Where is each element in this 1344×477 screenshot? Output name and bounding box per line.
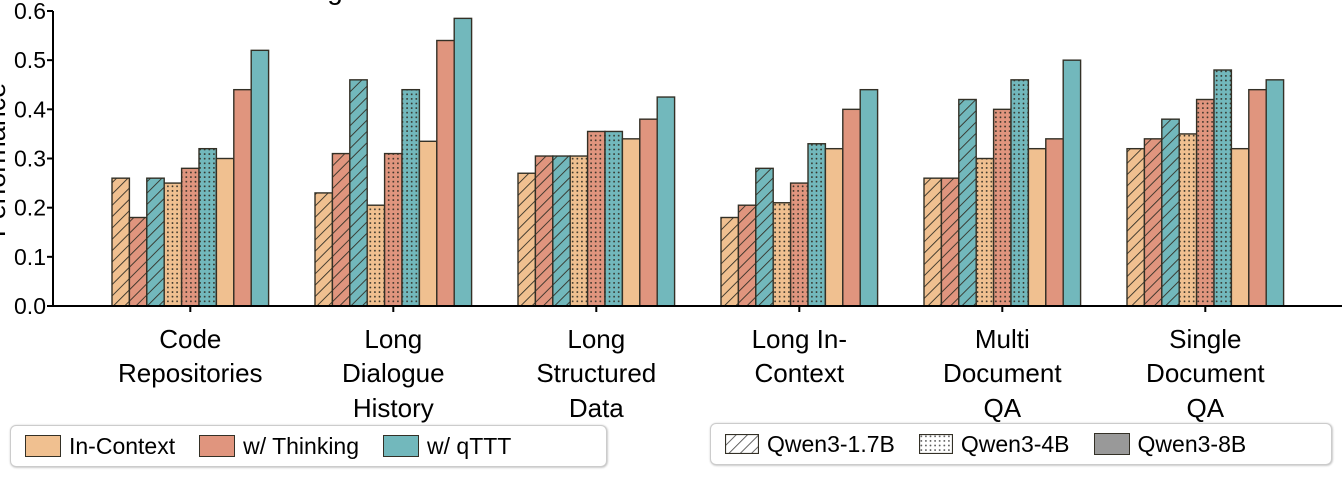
- svg-text:0.5: 0.5: [14, 47, 46, 73]
- svg-text:0.0: 0.0: [14, 293, 46, 319]
- svg-text:0.4: 0.4: [14, 96, 46, 122]
- svg-text:g: g: [327, 0, 343, 5]
- svg-text:0.6: 0.6: [14, 0, 46, 24]
- svg-text:0.3: 0.3: [14, 146, 46, 172]
- svg-text:0.2: 0.2: [14, 195, 46, 221]
- svg-text:0.1: 0.1: [14, 244, 46, 270]
